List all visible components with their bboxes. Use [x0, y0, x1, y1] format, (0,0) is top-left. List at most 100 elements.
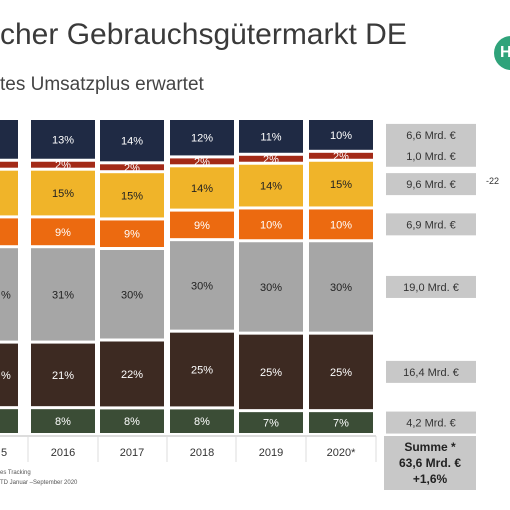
total-box-red: [386, 144, 476, 167]
total-box-green: [386, 411, 476, 434]
total-label-red: 1,0 Mrd. €: [406, 151, 456, 163]
data-label-orange-2020*: 10%: [330, 219, 352, 231]
data-label-gray-2017: 30%: [121, 289, 143, 301]
source-note-1: es Tracking: [0, 470, 31, 476]
x-tick-label-2020*: 2020*: [327, 447, 356, 459]
bar-segment-navy-2018: [170, 120, 234, 156]
data-label-brown-2017: 22%: [121, 369, 143, 381]
total-label-yellow: 9,6 Mrd. €: [406, 179, 456, 191]
bar-segment-brown-2018: [170, 332, 234, 407]
x-tick-label-2015: 5: [1, 447, 7, 459]
bar-segment-orange-2018: [170, 211, 234, 239]
total-label-navy: 6,6 Mrd. €: [406, 130, 456, 142]
data-label-orange-2018: 9%: [194, 220, 210, 232]
bar-segment-yellow-2017: [100, 173, 164, 218]
x-tick-label-2018: 2018: [190, 447, 214, 459]
data-label-brown-2016: 21%: [52, 370, 74, 382]
bar-segment-red-2016: [31, 161, 95, 168]
bar-segment-gray-2019: [239, 242, 303, 332]
data-label-green-2016: 8%: [55, 416, 71, 428]
bar-segment-green-2015: [0, 409, 18, 433]
bar-segment-red-2018: [170, 158, 234, 165]
total-box-yellow: [386, 173, 476, 196]
data-label-brown-2015: %: [1, 370, 11, 382]
data-label-yellow-2019: 14%: [260, 181, 282, 193]
bar-segment-green-2020*: [309, 412, 373, 433]
bar-segment-orange-2016: [31, 218, 95, 246]
data-label-red-2019: 2%: [263, 154, 279, 166]
bar-segment-navy-2015: [0, 120, 18, 159]
bar-segment-yellow-2016: [31, 170, 95, 216]
bar-segment-red-2015: [0, 161, 18, 168]
data-label-gray-2015: %: [1, 289, 11, 301]
bar-segment-gray-2020*: [309, 242, 373, 332]
x-tick-label-2017: 2017: [120, 447, 144, 459]
data-label-red-2017: 2%: [124, 162, 140, 174]
total-label-orange: 6,9 Mrd. €: [406, 219, 456, 231]
bar-segment-green-2018: [170, 409, 234, 433]
data-label-green-2020*: 7%: [333, 418, 349, 430]
data-label-navy-2016: 13%: [52, 134, 74, 146]
bar-segment-green-2017: [100, 409, 164, 433]
total-box-gray: [386, 275, 476, 298]
total-label-green: 4,2 Mrd. €: [406, 418, 456, 430]
summary-label: Summe *: [404, 440, 456, 454]
bar-segment-navy-2016: [31, 120, 95, 159]
bar-segment-orange-2020*: [309, 209, 373, 240]
data-label-gray-2020*: 30%: [330, 282, 352, 294]
bar-segment-orange-2015: [0, 218, 18, 246]
bar-segment-brown-2020*: [309, 334, 373, 410]
data-label-navy-2018: 12%: [191, 133, 213, 145]
summary-box: Summe * 63,6 Mrd. € +1,6%: [384, 436, 476, 490]
bar-segment-green-2019: [239, 412, 303, 433]
data-label-orange-2017: 9%: [124, 229, 140, 241]
total-box-orange: [386, 213, 476, 236]
total-box-navy: [386, 123, 476, 146]
x-tick-label-2019: 2019: [259, 447, 283, 459]
data-label-green-2018: 8%: [194, 416, 210, 428]
bar-segment-brown-2016: [31, 343, 95, 407]
data-label-yellow-2016: 15%: [52, 188, 74, 200]
bar-segment-navy-2020*: [309, 120, 373, 150]
data-label-green-2017: 8%: [124, 416, 140, 428]
data-label-yellow-2018: 14%: [191, 183, 213, 195]
total-label-gray: 19,0 Mrd. €: [403, 282, 459, 294]
bar-segment-brown-2017: [100, 341, 164, 407]
bar-segment-red-2017: [100, 164, 164, 171]
bar-segment-yellow-2019: [239, 164, 303, 207]
chart-title: cher Gebrauchsgütermarkt DE: [0, 18, 407, 51]
data-label-brown-2019: 25%: [260, 367, 282, 379]
data-label-orange-2019: 10%: [260, 219, 282, 231]
bar-segment-red-2019: [239, 155, 303, 162]
data-label-brown-2018: 25%: [191, 365, 213, 377]
data-label-red-2020*: 2%: [333, 151, 349, 163]
bar-segment-green-2016: [31, 409, 95, 433]
bar-segment-yellow-2018: [170, 167, 234, 209]
bar-segment-yellow-2020*: [309, 161, 373, 207]
data-label-navy-2019: 11%: [260, 131, 281, 143]
brand-logo: H: [494, 36, 510, 70]
bar-segment-gray-2015: [0, 248, 18, 341]
data-label-gray-2016: 31%: [52, 289, 74, 301]
data-label-gray-2018: 30%: [191, 280, 213, 292]
summary-total: 63,6 Mrd. €: [398, 456, 462, 470]
bar-segment-red-2020*: [309, 152, 373, 159]
bar-segment-gray-2017: [100, 250, 164, 339]
data-label-gray-2019: 30%: [260, 282, 282, 294]
bar-segment-brown-2019: [239, 334, 303, 410]
side-note: -22: [486, 176, 500, 186]
bar-segment-navy-2019: [239, 120, 303, 153]
data-label-yellow-2017: 15%: [121, 190, 143, 202]
chart-subtitle: tes Umsatzplus erwartet: [0, 74, 204, 95]
total-label-brown: 16,4 Mrd. €: [403, 367, 459, 379]
bar-segment-brown-2015: [0, 343, 18, 407]
bar-segment-gray-2016: [31, 248, 95, 341]
bar-segment-orange-2017: [100, 220, 164, 247]
data-label-red-2018: 2%: [194, 156, 210, 168]
source-note-2: TD Januar –September 2020: [0, 480, 78, 486]
x-tick-label-2016: 2016: [51, 447, 75, 459]
data-label-navy-2017: 14%: [121, 136, 143, 148]
data-label-red-2016: 2%: [55, 160, 71, 172]
data-label-brown-2020*: 25%: [330, 367, 352, 379]
